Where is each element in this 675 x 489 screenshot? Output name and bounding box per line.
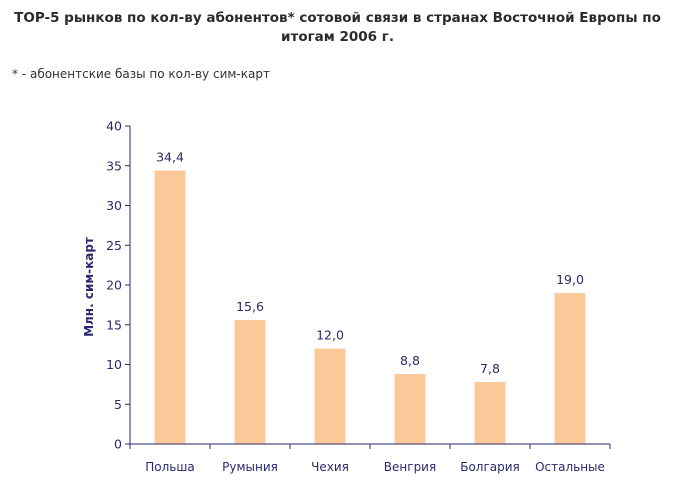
bar-5 — [474, 381, 506, 444]
y-tick-label-0: 0 — [114, 437, 122, 452]
data-label-5: 7,8 — [480, 361, 500, 376]
y-tick-label-25: 25 — [106, 238, 122, 253]
y-tick-label-30: 30 — [106, 198, 122, 213]
bar-2 — [234, 319, 266, 444]
chart-title: TOP-5 рынков по кол-ву абонентов* сотово… — [0, 9, 675, 47]
data-label-6: 19,0 — [556, 272, 584, 287]
chart-title-line-2: итогам 2006 г. — [281, 29, 394, 45]
axes-group — [125, 125, 611, 449]
data-label-4: 8,8 — [400, 353, 420, 368]
y-tick-label-10: 10 — [106, 357, 122, 372]
bars-group — [154, 170, 586, 444]
bar-6 — [554, 292, 586, 444]
bar-1 — [154, 170, 186, 444]
y-tick-label-40: 40 — [106, 119, 122, 134]
y-tick-label-20: 20 — [106, 278, 122, 293]
category-label-4: Венгрия — [384, 460, 436, 474]
labels-group: 34,4 Польша 15,6 Румыния 12,0 Чехия 8,8 Венгрия… — [106, 119, 605, 475]
data-label-2: 15,6 — [236, 299, 264, 314]
category-label-3: Чехия — [311, 460, 349, 474]
data-label-3: 12,0 — [316, 328, 344, 343]
bar-3 — [314, 348, 346, 444]
y-tick-label-15: 15 — [106, 317, 122, 332]
category-label-1: Польша — [145, 460, 194, 474]
category-label-5: Болгария — [460, 460, 520, 474]
category-label-2: Румыния — [222, 460, 278, 474]
category-label-6: Остальные — [535, 460, 605, 474]
footnote: * - абонентские базы по кол-ву сим-карт — [12, 67, 270, 81]
y-axis-label: Млн. сим-карт — [82, 237, 96, 337]
y-tick-label-5: 5 — [114, 397, 122, 412]
chart-title-line-1: TOP-5 рынков по кол-ву абонентов* сотово… — [14, 10, 661, 26]
y-tick-label-35: 35 — [106, 158, 122, 173]
bar-4 — [394, 374, 426, 444]
data-label-1: 34,4 — [156, 150, 184, 165]
